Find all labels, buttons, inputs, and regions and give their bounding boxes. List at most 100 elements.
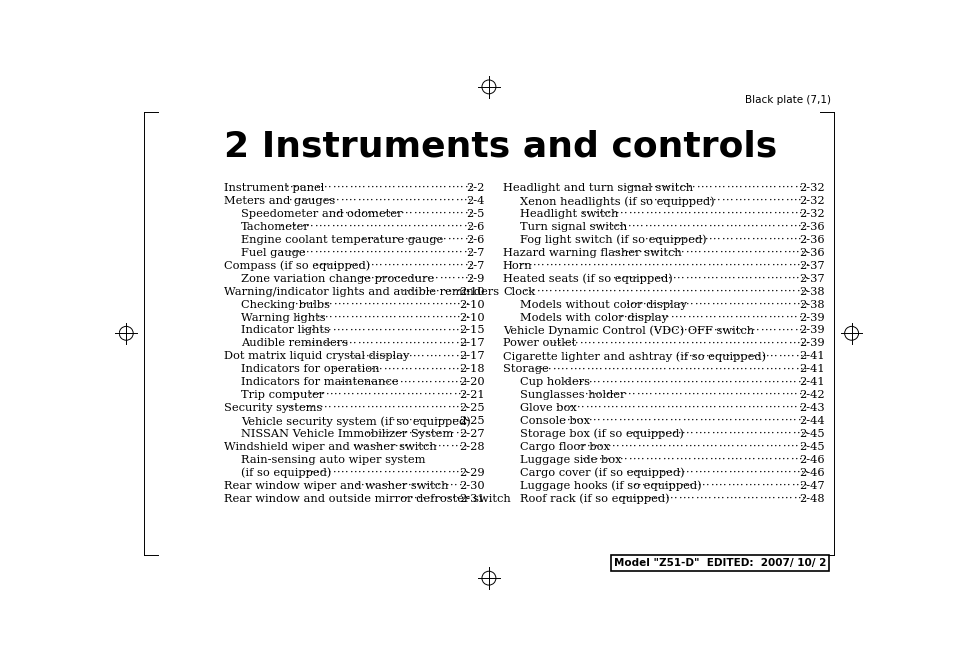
Text: ·: · [657,494,660,504]
Text: ·: · [784,222,788,232]
Text: ·: · [586,442,590,452]
Text: ·: · [787,429,791,439]
Text: ·: · [725,325,729,335]
Text: ·: · [667,442,671,452]
Text: ·: · [769,351,773,361]
Text: ·: · [609,416,613,426]
Text: ·: · [740,364,743,374]
Text: ·: · [324,468,328,478]
Text: ·: · [720,286,722,296]
Text: ·: · [703,416,707,426]
Text: ·: · [779,248,782,258]
Text: 2-36: 2-36 [798,248,823,258]
Text: ·: · [410,286,414,296]
Text: ·: · [387,339,391,348]
Text: ·: · [697,442,700,452]
Text: ·: · [404,351,408,361]
Text: ·: · [682,235,686,245]
Text: ·: · [597,378,600,387]
Text: ·: · [779,286,782,296]
Text: Storage box (if so equipped): Storage box (if so equipped) [519,429,683,440]
Text: ·: · [448,274,451,284]
Text: ·: · [723,468,727,478]
Text: ·: · [460,494,464,504]
Text: ·: · [403,442,407,452]
Text: ·: · [626,300,629,310]
Text: ·: · [732,468,736,478]
Text: ·: · [464,261,468,271]
Text: ·: · [777,455,781,465]
Text: ·: · [659,300,663,310]
Text: ·: · [631,222,635,232]
Text: ·: · [395,480,398,490]
Text: ·: · [383,209,387,219]
Text: ·: · [677,468,680,478]
Text: ·: · [420,442,424,452]
Text: ·: · [325,300,329,310]
Text: ·: · [716,261,719,271]
Text: ·: · [307,325,311,335]
Text: ·: · [379,261,383,271]
Text: ·: · [698,286,701,296]
Text: ·: · [781,313,784,323]
Text: ·: · [376,390,380,400]
Text: ·: · [804,468,808,478]
Text: ·: · [757,364,760,374]
Text: ·: · [447,364,451,374]
Text: ·: · [777,390,781,400]
Text: ·: · [742,196,746,206]
Text: ·: · [639,429,642,439]
Text: ·: · [621,286,625,296]
Text: ·: · [430,209,434,219]
Text: ·: · [789,222,792,232]
Text: ·: · [358,274,362,284]
Text: ·: · [760,183,763,193]
Text: ·: · [795,480,799,490]
Text: ·: · [294,403,297,413]
Text: ·: · [739,390,741,400]
Text: ·: · [605,261,608,271]
Text: ·: · [416,222,420,232]
Text: ·: · [744,480,747,490]
Text: ·: · [674,313,678,323]
Text: ·: · [670,183,674,193]
Text: ·: · [793,235,797,245]
Text: ·: · [706,274,710,284]
Text: ·: · [658,196,660,206]
Text: ·: · [785,196,788,206]
Text: 2-46: 2-46 [798,455,823,465]
Text: ·: · [737,429,740,439]
Text: ·: · [700,196,703,206]
Text: ·: · [729,222,733,232]
Text: ·: · [325,313,329,323]
Text: ·: · [548,364,552,374]
Text: ·: · [447,429,450,439]
Text: ·: · [687,403,691,413]
Text: ·: · [451,351,455,361]
Text: ·: · [786,480,790,490]
Text: ·: · [702,468,706,478]
Text: ·: · [357,196,361,206]
Text: ·: · [643,261,647,271]
Text: ·: · [386,442,390,452]
Text: ·: · [617,286,620,296]
Text: ·: · [587,286,591,296]
Text: ·: · [361,222,365,232]
Text: ·: · [700,313,703,323]
Text: 2-20: 2-20 [459,378,484,387]
Text: ·: · [788,339,791,348]
Text: ·: · [295,313,298,323]
Text: ·: · [642,429,646,439]
Text: ·: · [677,274,679,284]
Text: ·: · [637,455,640,465]
Text: ·: · [388,235,391,245]
Text: ·: · [632,390,636,400]
Text: ·: · [657,222,660,232]
Text: ·: · [443,325,447,335]
Text: ·: · [715,429,719,439]
Text: ·: · [713,196,716,206]
Text: ·: · [679,351,683,361]
Text: ·: · [779,468,782,478]
Text: ·: · [395,248,398,258]
Text: ·: · [374,442,377,452]
